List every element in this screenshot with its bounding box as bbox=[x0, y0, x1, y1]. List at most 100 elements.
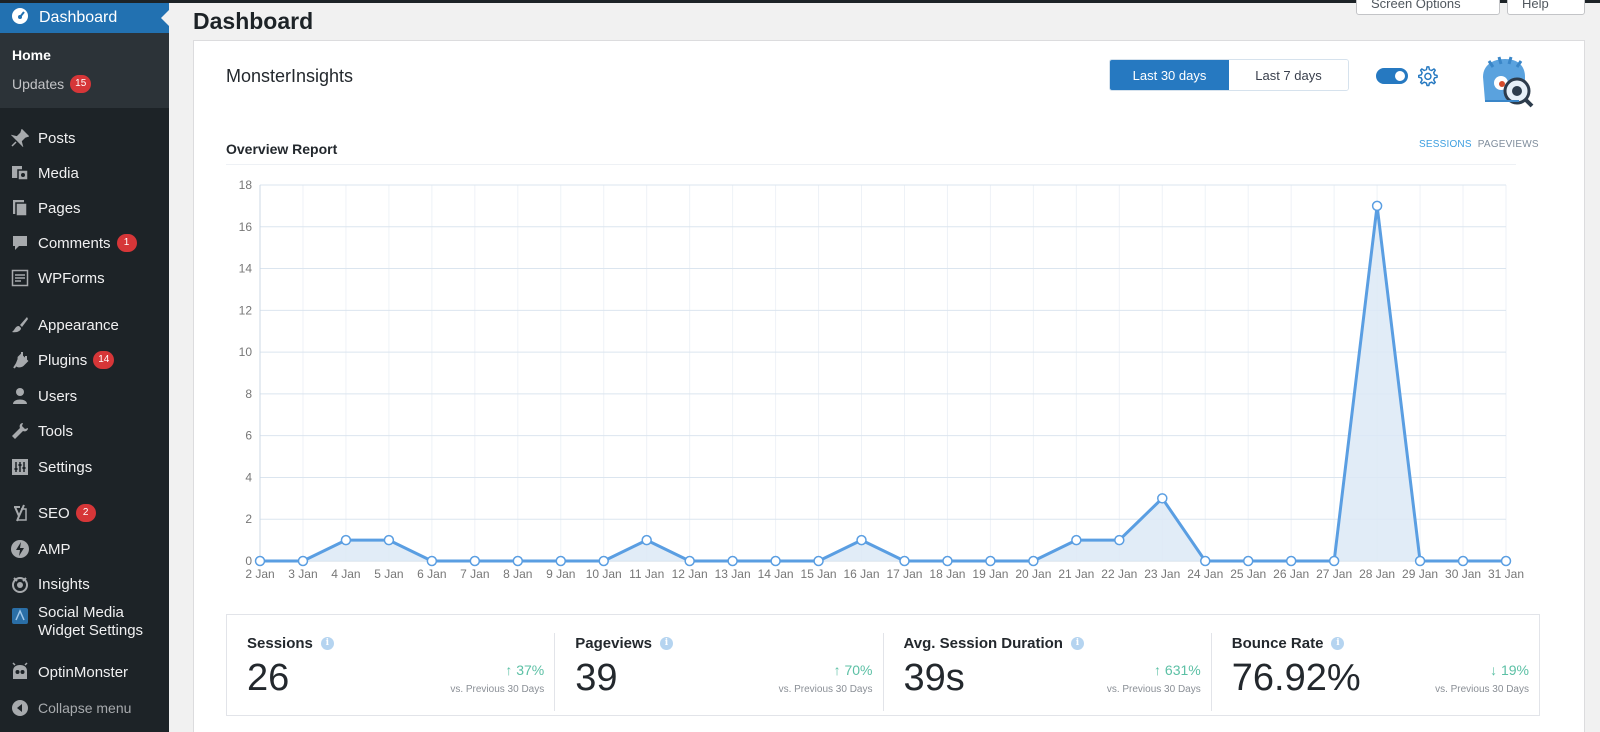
wrench-icon bbox=[10, 421, 30, 441]
sidebar-item-settings[interactable]: Settings bbox=[0, 450, 169, 484]
help-button[interactable]: Help bbox=[1507, 0, 1585, 15]
widget-brand-title: MonsterInsights bbox=[226, 66, 354, 86]
sidebar-item-seo[interactable]: SEO 2 bbox=[0, 496, 169, 530]
stat-avg-session-duration: Avg. Session Duration i 39s ↑ 631% vs. Pr… bbox=[884, 633, 1212, 711]
stat-name: Pageviews i bbox=[575, 635, 673, 652]
stat-label: Sessions bbox=[247, 635, 313, 652]
info-icon[interactable]: i bbox=[320, 637, 334, 650]
sidebar-item-insights[interactable]: Insights bbox=[0, 567, 169, 601]
sidebar-item-posts[interactable]: Posts bbox=[0, 121, 169, 155]
collapse-menu-button[interactable]: Collapse menu bbox=[0, 691, 169, 725]
divider bbox=[226, 164, 1516, 165]
monsterinsights-widget: MonsterInsights Last 30 days Last 7 days… bbox=[193, 40, 1585, 732]
settings-icon bbox=[10, 457, 30, 477]
sidebar-item-users[interactable]: Users bbox=[0, 379, 169, 413]
data-point bbox=[727, 555, 738, 567]
data-point bbox=[942, 555, 953, 567]
data-point bbox=[813, 555, 824, 567]
user-icon bbox=[10, 386, 30, 406]
collapse-menu-label: Collapse menu bbox=[38, 700, 132, 716]
submenu-item-home[interactable]: Home bbox=[12, 47, 51, 63]
chart-metric-tabs: SESSIONS PAGEVIEWS bbox=[1419, 139, 1539, 150]
data-point bbox=[555, 555, 567, 567]
sidebar-item-social-media-widget-settings[interactable]: Social Media Widget Settings bbox=[0, 604, 169, 648]
x-tick-label: 26 Jan bbox=[1273, 567, 1309, 581]
sidebar-item-media[interactable]: Media bbox=[0, 156, 169, 190]
stat-label: Avg. Session Duration bbox=[903, 635, 1063, 652]
toggle-knob bbox=[1395, 71, 1405, 81]
x-tick-label: 15 Jan bbox=[801, 567, 837, 581]
sidebar-item-label-line1: Social Media bbox=[38, 604, 124, 621]
y-tick-label: 6 bbox=[245, 429, 252, 443]
data-point bbox=[1114, 534, 1125, 546]
admin-bar bbox=[0, 0, 1600, 3]
stat-name: Bounce Rate i bbox=[1232, 635, 1345, 652]
plugin-update-badge: 14 bbox=[93, 351, 115, 369]
sidebar-item-label: Users bbox=[38, 387, 78, 405]
submenu-item-updates[interactable]: Updates 15 bbox=[12, 75, 92, 93]
sidebar-item-plugins[interactable]: Plugins 14 bbox=[0, 343, 169, 377]
plugin-icon bbox=[10, 350, 30, 370]
sidebar-item-amp[interactable]: AMP bbox=[0, 532, 169, 566]
data-point bbox=[899, 555, 910, 567]
data-point bbox=[1285, 555, 1297, 567]
stat-compare-label: vs. Previous 30 Days bbox=[1106, 684, 1201, 695]
info-icon[interactable]: i bbox=[1331, 637, 1345, 650]
sessions-chart: 0 2 4 6 8 10 12 14 16 18 2 Jan 3 Jan 4 Jan 5 Jan 6 Jan… bbox=[239, 178, 1524, 581]
collapse-icon bbox=[10, 698, 30, 718]
media-icon bbox=[10, 163, 30, 183]
x-tick-label: 10 Jan bbox=[586, 567, 622, 581]
x-tick-label: 12 Jan bbox=[672, 567, 708, 581]
sidebar-item-dashboard[interactable]: Dashboard bbox=[0, 3, 169, 33]
x-tick-label: 19 Jan bbox=[972, 567, 1008, 581]
range-7-days-button[interactable]: Last 7 days bbox=[1229, 60, 1348, 90]
tab-sessions[interactable]: SESSIONS bbox=[1419, 139, 1472, 150]
admin-sidebar: Dashboard Home Updates 15 Posts Media Pa… bbox=[0, 0, 169, 732]
y-tick-label: 18 bbox=[239, 178, 253, 192]
sidebar-item-comments[interactable]: Comments 1 bbox=[0, 226, 169, 260]
stat-pageviews: Pageviews i 39 ↑ 70% vs. Previous 30 Days bbox=[555, 633, 884, 711]
sidebar-item-label: Plugins bbox=[38, 351, 88, 369]
y-tick-label: 10 bbox=[239, 345, 253, 359]
data-point bbox=[297, 555, 309, 567]
y-tick-label: 0 bbox=[245, 554, 252, 568]
x-tick-label: 9 Jan bbox=[546, 567, 575, 581]
stat-compare-label: vs. Previous 30 Days bbox=[1435, 684, 1529, 695]
sidebar-item-label: Comments bbox=[38, 234, 111, 252]
current-menu-arrow bbox=[161, 10, 169, 26]
data-point bbox=[1242, 555, 1254, 567]
comment-count-badge: 1 bbox=[116, 234, 137, 252]
stat-value: 26 bbox=[247, 657, 290, 699]
overview-report-title: Overview Report bbox=[226, 141, 338, 157]
stats-row: Sessions i 26 ↑ 37% vs. Previous 30 Days … bbox=[226, 614, 1540, 716]
sidebar-item-label: Tools bbox=[38, 422, 74, 440]
submenu-label: Home bbox=[12, 47, 51, 63]
date-range-selector: Last 30 days Last 7 days bbox=[1109, 59, 1349, 91]
sidebar-item-wpforms[interactable]: WPForms bbox=[0, 261, 169, 295]
tab-pageviews[interactable]: PAGEVIEWS bbox=[1477, 139, 1539, 150]
data-point bbox=[1328, 555, 1340, 567]
info-icon[interactable]: i bbox=[659, 637, 673, 650]
x-tick-label: 28 Jan bbox=[1359, 567, 1395, 581]
data-point bbox=[1028, 555, 1039, 567]
sidebar-item-optinmonster[interactable]: OptinMonster bbox=[0, 655, 169, 689]
x-tick-label: 27 Jan bbox=[1316, 567, 1352, 581]
x-tick-label: 3 Jan bbox=[288, 567, 317, 581]
dashboard-submenu: Home Updates 15 bbox=[0, 33, 169, 108]
sidebar-item-appearance[interactable]: Appearance bbox=[0, 308, 169, 342]
x-tick-label: 22 Jan bbox=[1101, 567, 1137, 581]
stat-label: Pageviews bbox=[575, 635, 652, 652]
y-tick-label: 2 bbox=[245, 512, 252, 526]
stat-bounce-rate: Bounce Rate i 76.92% ↓ 19% vs. Previous 3… bbox=[1212, 633, 1539, 711]
sidebar-item-tools[interactable]: Tools bbox=[0, 414, 169, 448]
brush-icon bbox=[10, 315, 30, 335]
gear-icon[interactable] bbox=[1416, 65, 1438, 87]
sidebar-item-pages[interactable]: Pages bbox=[0, 191, 169, 225]
insights-icon bbox=[10, 574, 30, 594]
range-30-days-button[interactable]: Last 30 days bbox=[1110, 60, 1229, 90]
widget-toggle[interactable] bbox=[1376, 68, 1408, 84]
screen-options-button[interactable]: Screen Options bbox=[1356, 0, 1500, 15]
info-icon[interactable]: i bbox=[1070, 637, 1084, 650]
stat-change: ↑ 37% bbox=[505, 662, 545, 678]
data-point bbox=[1457, 555, 1469, 567]
